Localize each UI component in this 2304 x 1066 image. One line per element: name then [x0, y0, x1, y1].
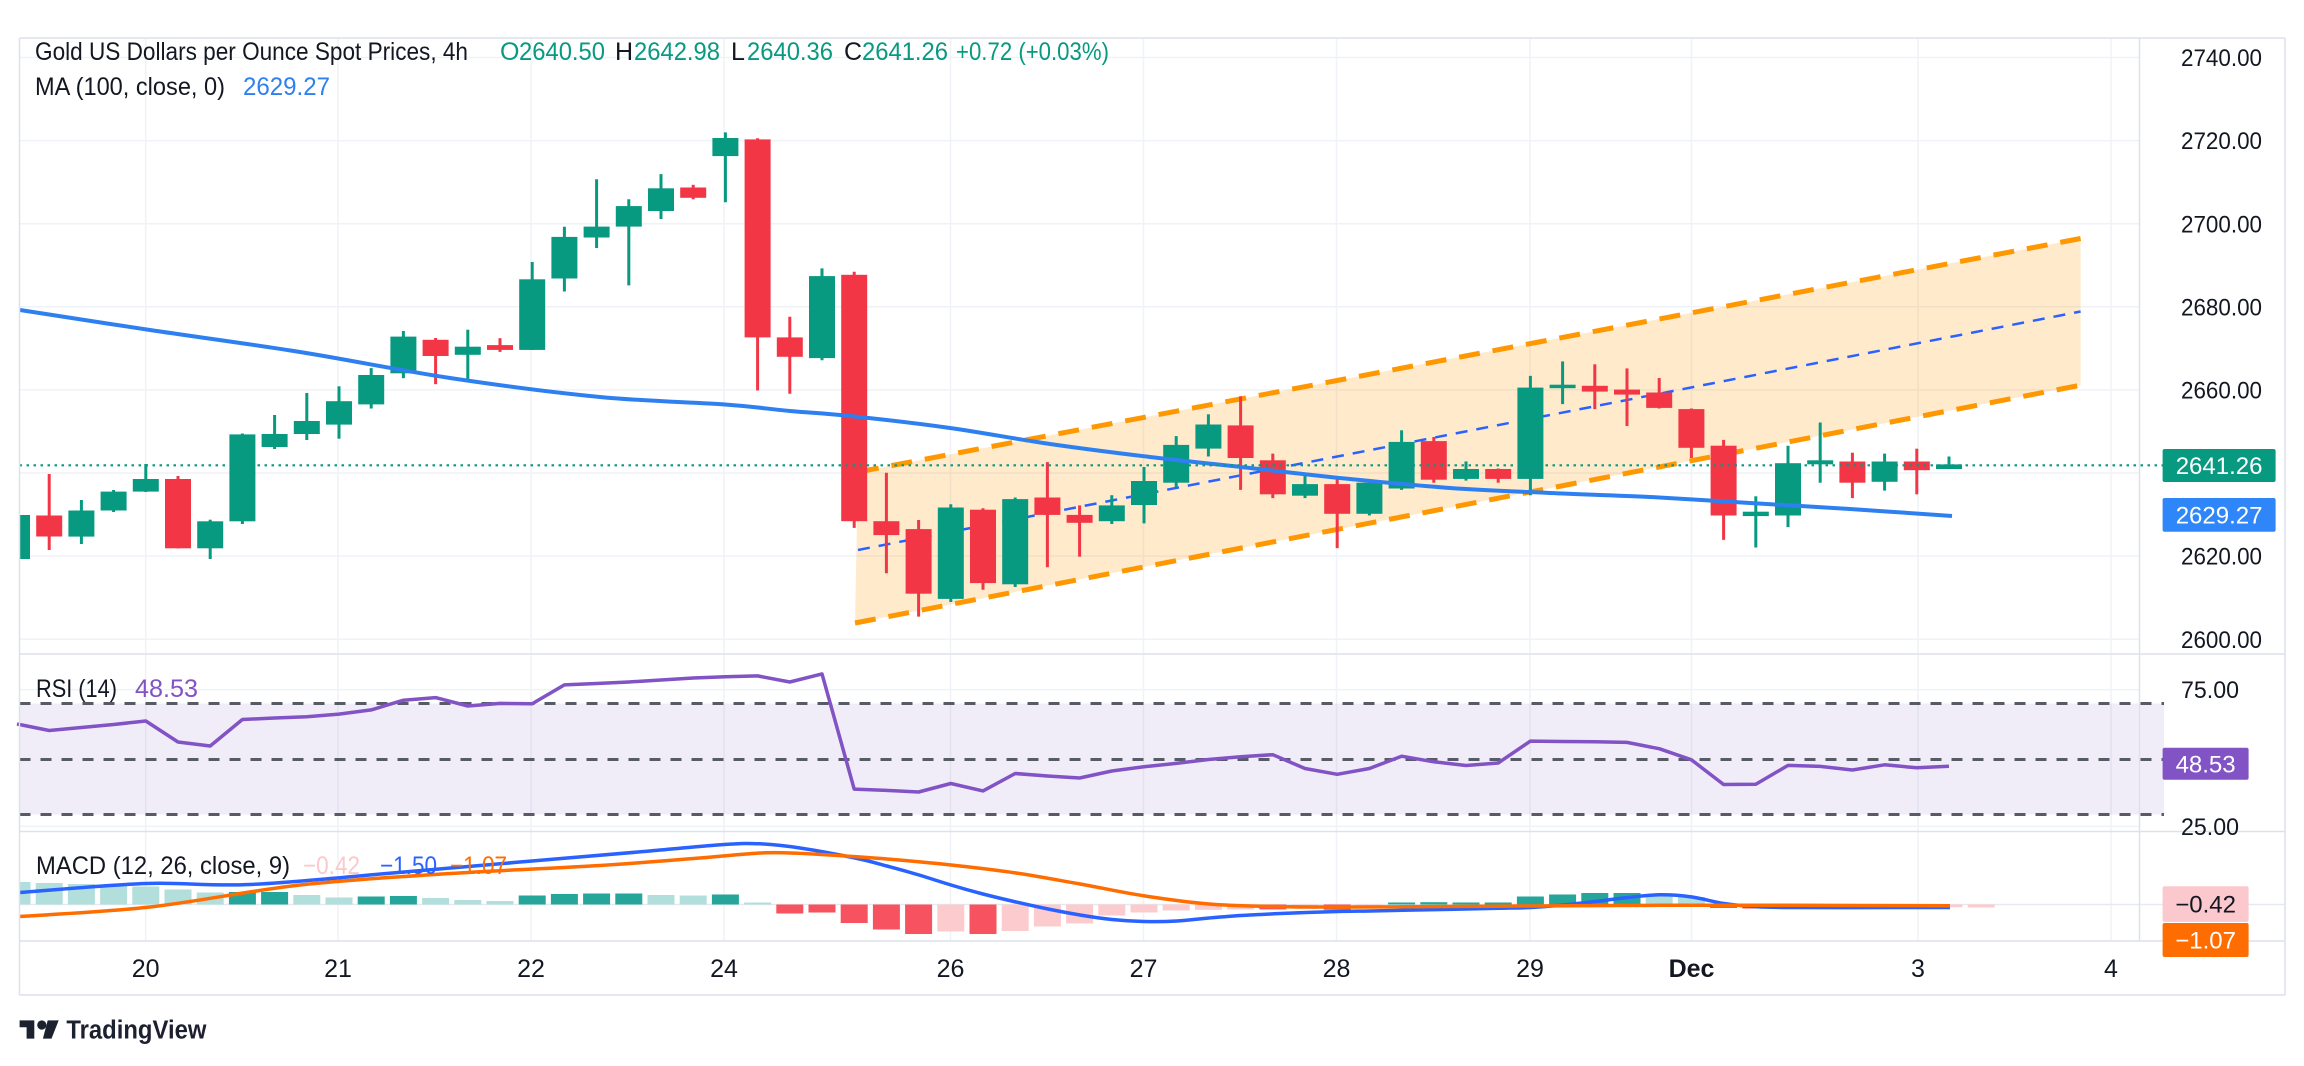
svg-text:75.00: 75.00 — [2181, 677, 2239, 704]
svg-text:−1.07: −1.07 — [450, 852, 507, 880]
svg-text:2620.00: 2620.00 — [2181, 544, 2262, 571]
svg-text:2680.00: 2680.00 — [2181, 294, 2262, 321]
svg-text:−0.42: −0.42 — [303, 852, 360, 880]
svg-text:48.53: 48.53 — [135, 675, 198, 703]
svg-text:3: 3 — [1911, 955, 1925, 983]
svg-text:2641.26: 2641.26 — [862, 38, 948, 66]
svg-text:2740.00: 2740.00 — [2181, 45, 2262, 72]
svg-text:C: C — [844, 38, 862, 66]
svg-text:RSI (14): RSI (14) — [36, 675, 117, 703]
svg-text:−0.42: −0.42 — [2175, 892, 2236, 919]
svg-text:MACD (12, 26, close, 9): MACD (12, 26, close, 9) — [36, 852, 290, 880]
svg-text:2642.98: 2642.98 — [634, 38, 720, 66]
svg-text:+0.72 (+0.03%): +0.72 (+0.03%) — [956, 38, 1109, 66]
svg-text:2700.00: 2700.00 — [2181, 211, 2262, 238]
svg-text:L: L — [731, 38, 745, 66]
svg-text:29: 29 — [1516, 955, 1544, 983]
svg-text:−1.50: −1.50 — [380, 852, 437, 880]
svg-text:20: 20 — [132, 955, 160, 983]
svg-text:H: H — [615, 38, 633, 66]
svg-text:25.00: 25.00 — [2181, 814, 2239, 841]
svg-text:2640.50: 2640.50 — [519, 38, 605, 66]
svg-text:−1.07: −1.07 — [2175, 928, 2236, 955]
svg-text:2629.27: 2629.27 — [243, 73, 330, 101]
svg-text:TradingView: TradingView — [66, 1017, 206, 1045]
svg-text:26: 26 — [937, 955, 965, 983]
svg-text:MA (100, close, 0): MA (100, close, 0) — [35, 73, 225, 101]
svg-text:28: 28 — [1323, 955, 1351, 983]
svg-text:27: 27 — [1130, 955, 1158, 983]
svg-text:Gold US Dollars per Ounce Spot: Gold US Dollars per Ounce Spot Prices, 4… — [35, 38, 468, 66]
svg-text:Dec: Dec — [1669, 955, 1715, 983]
svg-text:2600.00: 2600.00 — [2181, 627, 2262, 654]
svg-text:48.53: 48.53 — [2176, 751, 2236, 778]
svg-text:2660.00: 2660.00 — [2181, 378, 2262, 405]
svg-text:21: 21 — [324, 955, 352, 983]
svg-text:2640.36: 2640.36 — [747, 38, 833, 66]
svg-text:2641.26: 2641.26 — [2176, 453, 2263, 480]
svg-text:24: 24 — [710, 955, 738, 983]
svg-text:2720.00: 2720.00 — [2181, 128, 2262, 155]
svg-text:22: 22 — [517, 955, 545, 983]
svg-text:O: O — [500, 38, 519, 66]
svg-text:4: 4 — [2104, 955, 2118, 983]
svg-text:2629.27: 2629.27 — [2176, 502, 2263, 529]
